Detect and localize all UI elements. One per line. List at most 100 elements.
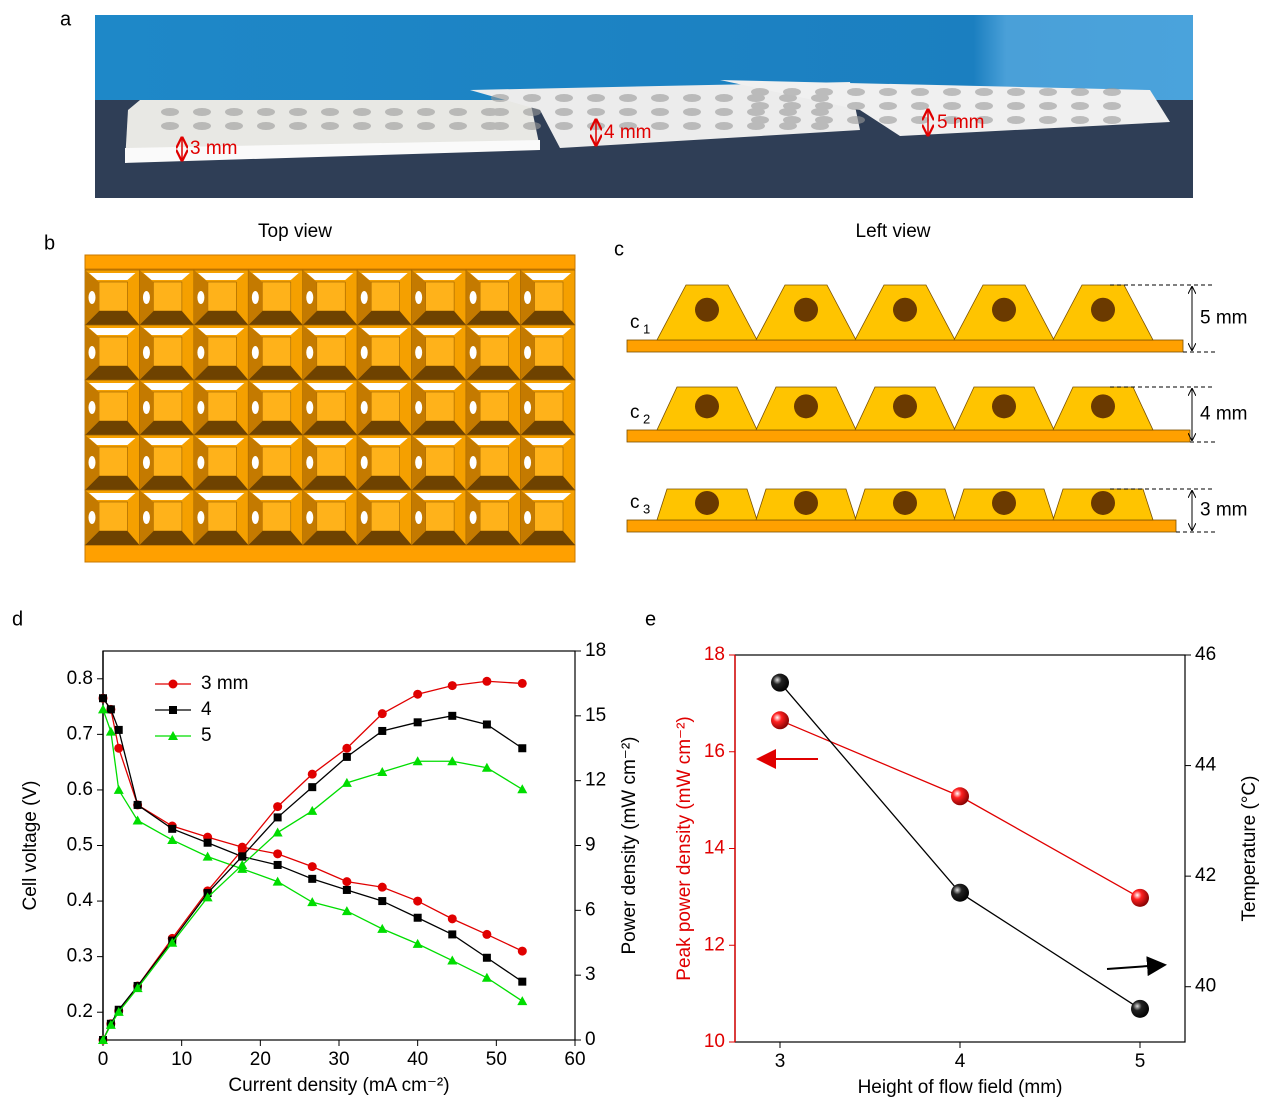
cell-hole xyxy=(252,456,259,469)
marker xyxy=(238,852,246,860)
marker xyxy=(273,849,282,858)
y-tick-label: 0.8 xyxy=(67,668,93,689)
marker xyxy=(517,784,527,793)
left-view-diagram: 5 mmc14 mmc23 mmc3 xyxy=(627,285,1248,532)
cell-inner xyxy=(426,282,454,311)
marker xyxy=(518,679,527,688)
x-tick-label: 30 xyxy=(328,1049,349,1070)
cell-hole xyxy=(197,456,204,469)
cell-top xyxy=(198,328,244,335)
cell-inner xyxy=(208,337,236,366)
marker xyxy=(482,677,491,686)
cell-top xyxy=(525,383,571,390)
cell-top xyxy=(307,328,353,335)
cell-inner xyxy=(426,502,454,531)
cell-top xyxy=(143,328,189,335)
cell-inner xyxy=(153,282,181,311)
cell-inner xyxy=(371,502,399,531)
cell-inner xyxy=(426,392,454,421)
cell-hole xyxy=(415,456,422,469)
annotation: 5 mm xyxy=(937,112,985,133)
photo xyxy=(95,15,1193,198)
hole xyxy=(289,108,307,116)
panel-label: c xyxy=(614,238,624,260)
hole xyxy=(815,88,833,96)
cell-top xyxy=(252,328,298,335)
cell-hole xyxy=(306,346,313,359)
cell-inner xyxy=(480,502,508,531)
cell-top xyxy=(525,493,571,500)
y2-tick-label: 15 xyxy=(585,705,606,726)
cell-hole xyxy=(89,346,96,359)
cell-inner xyxy=(153,502,181,531)
panel-label: b xyxy=(44,232,55,254)
y2-tick-label: 12 xyxy=(585,770,606,791)
hole xyxy=(385,108,403,116)
cell-hole xyxy=(306,511,313,524)
marker xyxy=(483,720,491,728)
cell-hole xyxy=(306,401,313,414)
cell-hole xyxy=(306,291,313,304)
y-tick-label: 16 xyxy=(704,741,725,762)
hole xyxy=(992,298,1016,322)
cell-top xyxy=(307,493,353,500)
cell-top xyxy=(416,328,462,335)
top-view-diagram xyxy=(85,255,575,562)
cell-hole xyxy=(252,291,259,304)
cell-inner xyxy=(480,282,508,311)
cell-top xyxy=(198,438,244,445)
hole xyxy=(715,108,733,116)
hole xyxy=(587,108,605,116)
hole xyxy=(893,394,917,418)
cell-hole xyxy=(89,291,96,304)
hole xyxy=(847,102,865,110)
cell-top xyxy=(361,328,407,335)
cell-inner xyxy=(317,392,345,421)
cell-top xyxy=(416,273,462,280)
cell-inner xyxy=(208,447,236,476)
hole xyxy=(651,108,669,116)
row-label-sub: 3 xyxy=(643,501,650,516)
cell-hole xyxy=(306,456,313,469)
hole xyxy=(751,88,769,96)
marker xyxy=(273,802,282,811)
hole xyxy=(975,88,993,96)
marker xyxy=(482,930,491,939)
cell-inner xyxy=(371,337,399,366)
cell-top xyxy=(89,493,135,500)
x-axis-label: Height of flow field (mm) xyxy=(858,1077,1063,1098)
hole xyxy=(1071,102,1089,110)
cell-top xyxy=(525,273,571,280)
cell-top xyxy=(307,383,353,390)
marker xyxy=(169,680,178,689)
hole xyxy=(417,108,435,116)
cell-inner xyxy=(317,282,345,311)
cell-hole xyxy=(361,291,368,304)
hole xyxy=(1103,116,1121,124)
marker xyxy=(378,883,387,892)
y-tick-label: 10 xyxy=(704,1031,725,1052)
hole xyxy=(491,108,509,116)
marker xyxy=(115,726,123,734)
hole xyxy=(1103,88,1121,96)
x-tick-label: 10 xyxy=(171,1049,192,1070)
marker xyxy=(1131,1000,1149,1018)
hole xyxy=(1071,88,1089,96)
row-label-sub: 2 xyxy=(643,411,650,426)
marker xyxy=(1131,889,1149,907)
y-tick-label: 0.7 xyxy=(67,723,93,744)
y2-tick-label: 3 xyxy=(585,964,596,985)
hole xyxy=(943,88,961,96)
hole xyxy=(879,116,897,124)
cell-top xyxy=(198,493,244,500)
cell-hole xyxy=(143,291,150,304)
cell-top xyxy=(307,438,353,445)
row-label: c xyxy=(630,312,640,333)
cell-hole xyxy=(89,401,96,414)
cell-top xyxy=(361,383,407,390)
hole xyxy=(225,122,243,130)
cell-inner xyxy=(99,392,127,421)
cell-hole xyxy=(361,401,368,414)
marker xyxy=(273,828,283,837)
y-axis-label: Peak power density (mW cm⁻²) xyxy=(674,716,695,980)
